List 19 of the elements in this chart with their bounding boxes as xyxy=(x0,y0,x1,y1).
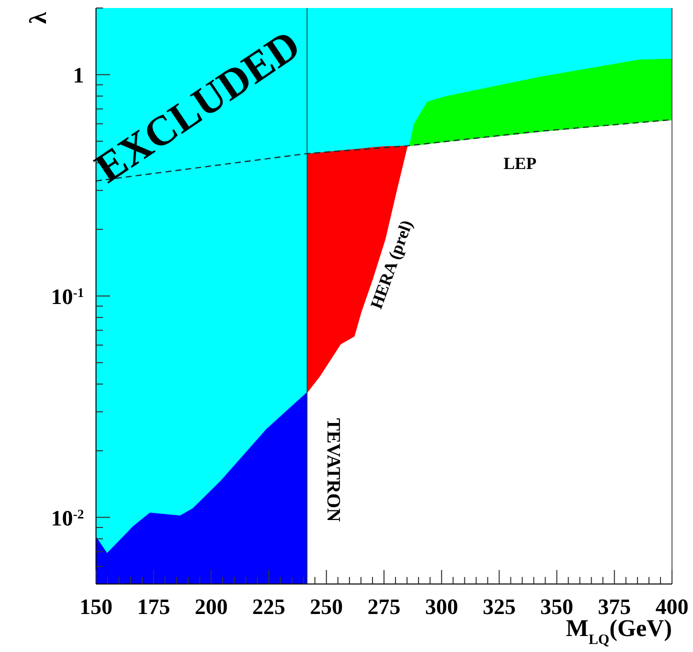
x-tick-label: 150 xyxy=(80,594,112,619)
x-tick-label: 200 xyxy=(194,594,228,619)
y-axis-title: λ xyxy=(26,12,52,24)
annotation: TEVATRON xyxy=(322,418,344,522)
y-tick-label: 1 xyxy=(73,62,84,88)
x-tick-label: 175 xyxy=(137,594,170,619)
x-tick-label: 225 xyxy=(252,594,286,619)
annotation: LEP xyxy=(503,154,537,173)
y-tick-label: 10$^{-2}$ xyxy=(51,505,84,530)
annotation: HERA (prel) xyxy=(366,218,416,312)
x-axis-title: M$_{LQ}$(GeV) xyxy=(566,616,672,648)
x-tick-label: 400 xyxy=(656,594,688,619)
y-tick-label: 10$^{-1}$ xyxy=(51,284,84,309)
x-tick-label: 350 xyxy=(540,594,574,619)
x-tick-label: 300 xyxy=(425,594,458,619)
x-tick-label: 325 xyxy=(482,594,516,619)
x-tick-label: 250 xyxy=(310,594,343,619)
x-tick-label: 375 xyxy=(598,594,631,619)
x-tick-label: 275 xyxy=(368,594,400,619)
